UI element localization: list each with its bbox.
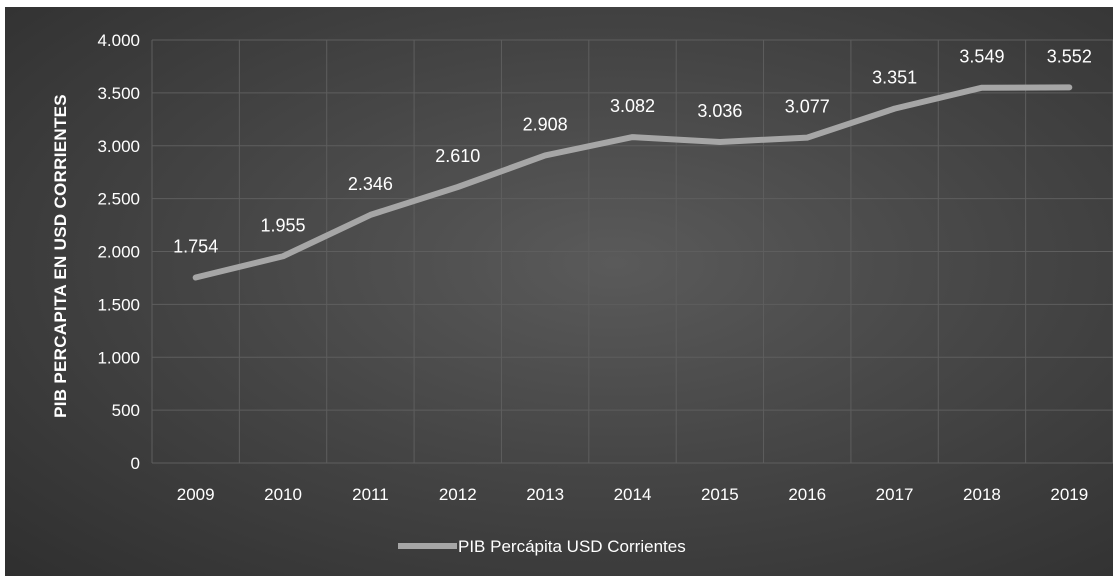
y-tick-label: 1.500: [97, 295, 140, 314]
x-tick-label: 2012: [439, 485, 477, 504]
legend: PIB Percápita USD Corrientes: [398, 537, 686, 556]
data-label: 3.552: [1047, 46, 1092, 66]
x-tick-label: 2010: [264, 485, 302, 504]
data-label: 3.077: [785, 97, 830, 117]
x-axis-ticks: 2009 2010 2011 2012 2013 2014 2015 2016 2017 2018…: [177, 485, 1088, 504]
y-tick-label: 2.500: [97, 190, 140, 209]
data-label: 2.908: [523, 114, 568, 134]
data-label: 3.082: [610, 96, 655, 116]
legend-label: PIB Percápita USD Corrientes: [458, 537, 686, 556]
x-tick-label: 2017: [876, 485, 914, 504]
y-tick-label: 1.000: [97, 348, 140, 367]
data-label: 3.549: [959, 47, 1004, 67]
data-label: 1.754: [173, 237, 218, 257]
y-axis-ticks: 0 500 1.000 1.500 2.000 2.500 3.000 3.500 4.000: [97, 31, 140, 473]
x-tick-label: 2015: [701, 485, 739, 504]
chart-area: 0 500 1.000 1.500 2.000 2.500 3.000 3.500 4.000 …: [5, 7, 1113, 576]
y-tick-label: 3.000: [97, 137, 140, 156]
data-label: 2.610: [435, 146, 480, 166]
series-layer: [192, 84, 1073, 281]
y-tick-label: 0: [131, 454, 140, 473]
y-tick-label: 2.000: [97, 243, 140, 262]
y-tick-label: 3.500: [97, 84, 140, 103]
data-label: 3.351: [872, 68, 917, 88]
x-tick-label: 2016: [788, 485, 826, 504]
x-tick-label: 2018: [963, 485, 1001, 504]
x-tick-label: 2011: [352, 485, 389, 504]
data-label: 3.036: [697, 101, 742, 121]
x-tick-label: 2014: [614, 485, 652, 504]
data-label: 1.955: [261, 215, 306, 235]
data-label: 2.346: [348, 174, 393, 194]
x-tick-label: 2009: [177, 485, 215, 504]
x-tick-label: 2019: [1050, 485, 1088, 504]
y-tick-label: 4.000: [97, 31, 140, 50]
x-tick-label: 2013: [526, 485, 564, 504]
y-axis-title: PIB PERCAPITA EN USD CORRIENTES: [51, 94, 70, 418]
data-labels: 1.754 1.955 2.346 2.610 2.908 3.082 3.036 3.077…: [173, 46, 1092, 256]
y-tick-label: 500: [112, 401, 140, 420]
gridlines: [151, 39, 1113, 464]
line-chart: 05001.0001.5002.0002.5003.0003.5004.000 …: [51, 31, 1113, 556]
